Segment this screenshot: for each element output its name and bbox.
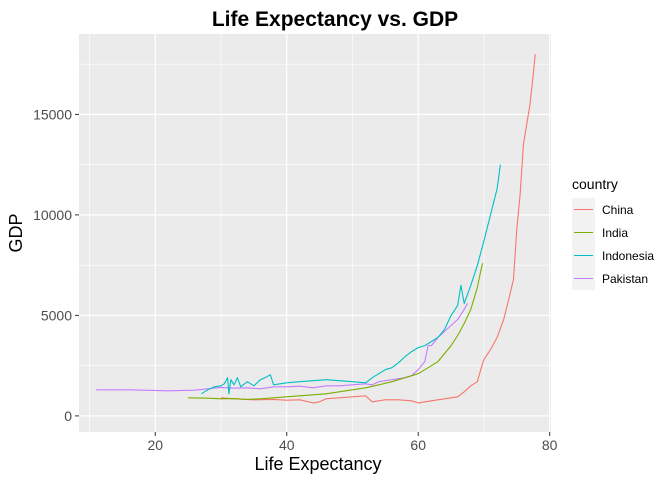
y-tick-label: 5000: [41, 307, 72, 323]
plot-panel: [79, 34, 551, 432]
x-axis-ticks: 20 40 60 80: [147, 432, 558, 453]
x-tick-label: 20: [147, 437, 163, 453]
y-tick-label: 15000: [33, 106, 72, 122]
series-line-india: [188, 263, 484, 400]
legend-label-india: India: [602, 226, 628, 240]
y-axis-title: GDP: [6, 213, 26, 252]
legend-title: country: [572, 176, 618, 192]
x-tick-label: 40: [279, 437, 295, 453]
y-tick-label: 0: [64, 408, 72, 424]
legend-label-pakistan: Pakistan: [602, 272, 648, 286]
x-axis-title: Life Expectancy: [254, 454, 381, 474]
x-tick-label: 60: [410, 437, 426, 453]
legend-label-china: China: [602, 203, 634, 217]
legend: country China India Indonesia Pakistan: [572, 176, 654, 290]
series-line-pakistan: [96, 303, 468, 392]
chart-title: Life Expectancy vs. GDP: [212, 8, 458, 31]
y-axis-ticks: 0 5000 10000 15000: [33, 106, 79, 424]
y-tick-label: 10000: [33, 207, 72, 223]
series-line-indonesia: [201, 164, 501, 395]
x-tick-label: 80: [542, 437, 558, 453]
legend-label-indonesia: Indonesia: [602, 249, 654, 263]
series-line-china: [220, 54, 536, 404]
